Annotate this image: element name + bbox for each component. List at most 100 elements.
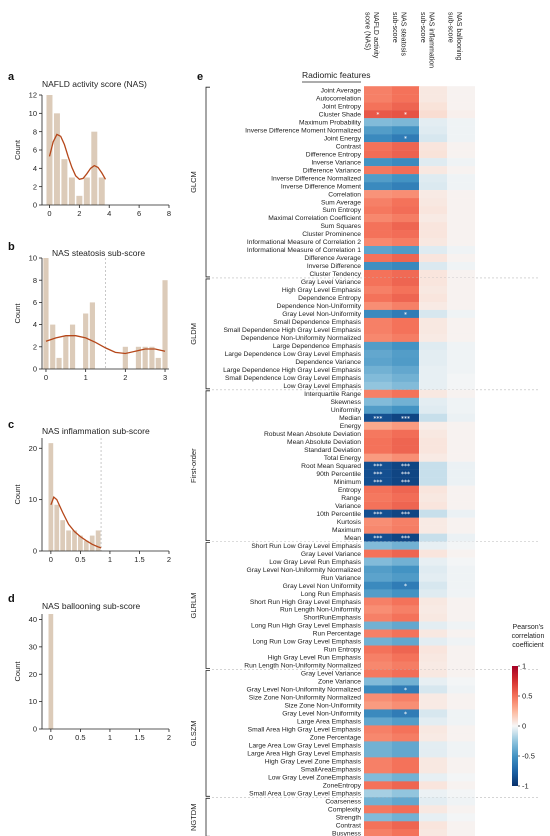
y-axis-label: Count bbox=[13, 484, 22, 505]
y-tick-label: 10 bbox=[29, 109, 37, 118]
heatmap-cell bbox=[391, 110, 420, 119]
heatmap-cell bbox=[447, 781, 475, 790]
histogram-bar bbox=[48, 614, 54, 729]
column-title-line: sub-score bbox=[391, 12, 398, 43]
heatmap-cell bbox=[364, 653, 392, 662]
heatmap-cell bbox=[447, 357, 475, 367]
heatmap-cell bbox=[391, 230, 420, 239]
heatmap-cell bbox=[391, 397, 420, 406]
heatmap-cell bbox=[447, 485, 475, 494]
feature-label: Low Gray Level ZoneEmphasis bbox=[268, 775, 362, 782]
group-label: GLSZM bbox=[189, 720, 198, 746]
heatmap-cell bbox=[364, 749, 392, 758]
heatmap-cell bbox=[364, 757, 392, 766]
heatmap-cell bbox=[419, 461, 448, 470]
x-tick-label: 6 bbox=[137, 209, 141, 218]
y-tick-label: 0 bbox=[33, 725, 37, 734]
histogram-bar bbox=[142, 346, 148, 369]
significance-mark: *** bbox=[373, 511, 382, 518]
feature-label: Zone Percentage bbox=[310, 735, 362, 742]
heatmap-cell bbox=[447, 198, 475, 207]
feature-label: Variance bbox=[335, 503, 361, 510]
heatmap-cell bbox=[364, 437, 392, 446]
column-title-line: NAFLD activity bbox=[372, 12, 379, 59]
column-title-line: NAS steatosis bbox=[400, 12, 407, 56]
heatmap-cell bbox=[364, 789, 392, 798]
histogram-bar bbox=[95, 530, 101, 551]
feature-label: Gray Level Variance bbox=[301, 279, 361, 286]
heatmap-cell bbox=[419, 765, 448, 774]
heatmap-cell bbox=[364, 389, 392, 399]
heatmap-cell bbox=[364, 461, 392, 470]
heatmap-cell bbox=[447, 477, 475, 486]
feature-label: High Gray Level Zone Emphasis bbox=[265, 759, 362, 766]
heatmap-cell bbox=[419, 645, 448, 654]
heatmap-cell bbox=[364, 581, 392, 590]
feature-label: Small Area Low Gray Level Emphasis bbox=[249, 791, 362, 798]
heatmap-cell bbox=[419, 453, 448, 462]
y-tick-label: 8 bbox=[33, 276, 37, 285]
histogram-bar bbox=[162, 280, 168, 369]
y-tick-label: 30 bbox=[29, 642, 37, 651]
heatmap-cell bbox=[419, 182, 448, 191]
significance-mark: *** bbox=[401, 479, 410, 486]
heatmap-cell bbox=[364, 557, 392, 566]
heatmap-cell bbox=[447, 150, 475, 159]
heatmap-cell bbox=[447, 573, 475, 582]
histogram-bar bbox=[63, 335, 69, 369]
heatmap-cell bbox=[447, 381, 475, 391]
heatmap-cell bbox=[447, 517, 475, 526]
heatmap-cell bbox=[419, 685, 448, 694]
heatmap-cell bbox=[391, 629, 420, 638]
heatmap-cell bbox=[391, 461, 420, 470]
heatmap-cell bbox=[391, 222, 420, 231]
feature-label: Mean bbox=[344, 535, 361, 542]
x-tick-label: 0 bbox=[44, 373, 48, 382]
heatmap-cell bbox=[364, 677, 392, 686]
heatmap-cell bbox=[447, 821, 475, 830]
heatmap-cell bbox=[419, 389, 448, 399]
feature-label: Maximal Correlation Coefficient bbox=[268, 215, 361, 222]
panel-b: b NAS steatosis sub-score 0 2 4 6 8 10 0 1 2 3 Count bbox=[8, 241, 169, 382]
histogram-bar bbox=[53, 113, 60, 205]
heatmap-cell bbox=[391, 333, 420, 343]
y-tick-label: 0 bbox=[33, 365, 37, 374]
feature-label: Gray Level Non Uniformity bbox=[283, 583, 362, 590]
heatmap-cell bbox=[364, 709, 392, 718]
heatmap-cell bbox=[391, 405, 420, 414]
heatmap-cell bbox=[391, 685, 420, 694]
heatmap-cell bbox=[364, 373, 392, 383]
significance-mark: *** bbox=[401, 463, 410, 470]
feature-label: Inverse Difference Normalized bbox=[271, 175, 361, 182]
feature-label: Complexity bbox=[328, 806, 362, 813]
heatmap-cell bbox=[419, 174, 448, 183]
heatmap-cell bbox=[364, 86, 392, 95]
feature-label: Gray Level Non-Uniformity bbox=[282, 311, 361, 318]
heatmap-cell bbox=[419, 773, 448, 782]
heatmap-cell bbox=[447, 102, 475, 111]
group-label: GLDM bbox=[189, 323, 198, 345]
heatmap-cell bbox=[391, 621, 420, 630]
histogram-bar bbox=[43, 258, 49, 369]
x-tick-label: 1.5 bbox=[134, 733, 144, 742]
heatmap-cell bbox=[364, 158, 392, 167]
heatmap-cell bbox=[391, 285, 420, 295]
heatmap-cell bbox=[364, 645, 392, 654]
heatmap-cell bbox=[364, 142, 392, 151]
y-axis-label: Count bbox=[13, 303, 22, 324]
heatmap-cell bbox=[447, 158, 475, 167]
heatmap-cell bbox=[391, 501, 420, 510]
heatmap-cell bbox=[391, 525, 420, 534]
heatmap-cell bbox=[364, 421, 392, 430]
feature-label: Inverse Variance bbox=[311, 159, 361, 166]
heatmap-cell bbox=[364, 349, 392, 359]
heatmap-cell bbox=[419, 565, 448, 574]
heatmap-cell bbox=[447, 230, 475, 239]
heatmap-cell bbox=[447, 285, 475, 295]
heatmap-cell bbox=[364, 150, 392, 159]
significance-mark: *** bbox=[401, 471, 410, 478]
feature-label: ShortRunEmphasis bbox=[303, 615, 361, 622]
heatmap-cell bbox=[419, 198, 448, 207]
heatmap-cell bbox=[447, 733, 475, 742]
heatmap-cell bbox=[447, 693, 475, 702]
